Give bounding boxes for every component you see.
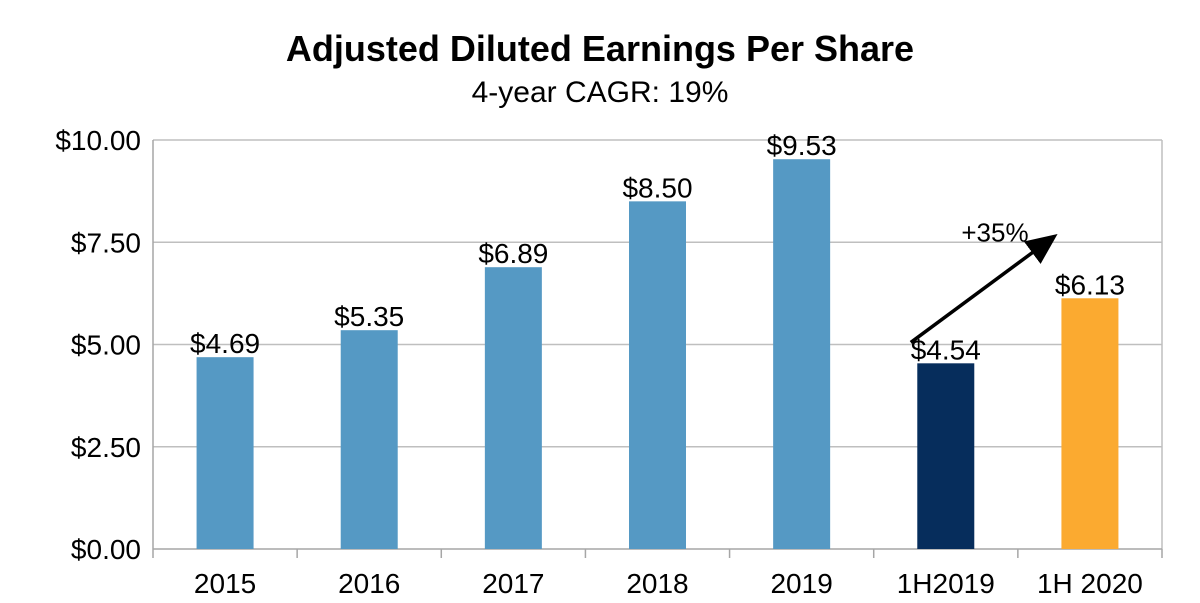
y-tick-label: $2.50	[71, 432, 141, 463]
bar-1h2019	[917, 363, 975, 549]
x-tick-label: 2018	[626, 568, 688, 599]
x-tick-label: 1H 2020	[1037, 568, 1143, 599]
x-tick-label: 2017	[482, 568, 544, 599]
x-tick-label: 2019	[770, 568, 832, 599]
y-tick-label: $10.00	[55, 125, 141, 156]
data-label: $9.53	[767, 130, 837, 161]
data-label: $4.69	[190, 328, 260, 359]
chart-subtitle: 4-year CAGR: 19%	[471, 76, 729, 109]
bar-2016	[340, 330, 398, 549]
bar-2015	[196, 357, 254, 549]
bar-2018	[629, 201, 686, 549]
bar-1h-2020	[1061, 298, 1119, 549]
x-tick-label: 1H2019	[897, 568, 995, 599]
bar-2019	[773, 159, 831, 549]
data-label: $6.89	[478, 238, 548, 269]
data-label: $4.54	[911, 334, 981, 365]
y-tick-label: $5.00	[71, 330, 141, 361]
data-label: $8.50	[622, 172, 692, 203]
data-label: $5.35	[334, 301, 404, 332]
x-tick-label: 2015	[194, 568, 256, 599]
growth-arrow	[909, 233, 1058, 344]
chart-title: Adjusted Diluted Earnings Per Share	[285, 28, 915, 69]
bar-2017	[484, 267, 542, 549]
y-tick-label: $7.50	[71, 227, 141, 258]
x-tick-label: 2016	[338, 568, 400, 599]
growth-annotation-label: +35%	[961, 217, 1028, 247]
data-label: $6.13	[1055, 269, 1125, 300]
y-tick-label: $0.00	[71, 534, 141, 565]
